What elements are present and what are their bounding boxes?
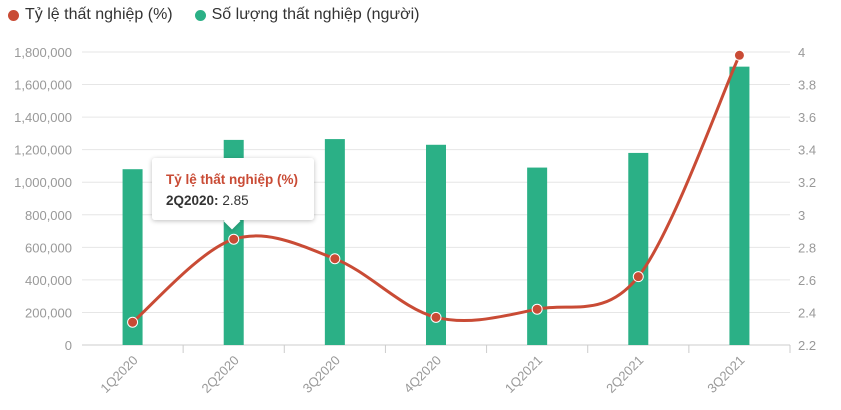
tooltip-line: 2Q2020: 2.85	[166, 193, 249, 208]
y-right-tick-label: 3.8	[798, 78, 816, 93]
bar	[122, 169, 143, 345]
y-left-tick-label: 1,200,000	[14, 143, 72, 158]
x-tick-label: 2Q2021	[603, 353, 646, 396]
y-left-tick-label: 200,000	[25, 305, 72, 320]
y-left-tick-label: 0	[65, 338, 72, 353]
y-right-tick-label: 2.2	[798, 338, 816, 353]
legend-bar-dot-icon	[194, 9, 206, 21]
tooltip-value: 2.85	[222, 193, 249, 208]
bar	[527, 167, 548, 345]
y-left-tick-label: 1,000,000	[14, 175, 72, 190]
x-tick-label: 3Q2020	[300, 353, 343, 396]
bar	[729, 66, 750, 346]
x-tick-label: 2Q2020	[199, 353, 242, 396]
bar	[324, 139, 345, 345]
tooltip: Tỷ lệ thất nghiệp (%) 2Q2020: 2.85	[152, 158, 314, 230]
line-point	[430, 311, 442, 323]
line-point	[228, 233, 240, 245]
x-tick-label: 3Q2021	[704, 353, 747, 396]
bar	[628, 152, 649, 345]
line-point	[632, 271, 644, 283]
line-point	[531, 303, 543, 315]
y-left-tick-label: 800,000	[25, 208, 72, 223]
tooltip-category: 2Q2020:	[166, 193, 219, 208]
x-tick-label: 1Q2021	[502, 353, 545, 396]
x-tick-label: 1Q2020	[97, 353, 140, 396]
legend-bar-label: Số lượng thất nghiệp (người)	[211, 6, 420, 23]
line-point	[329, 253, 341, 265]
y-left-tick-label: 1,400,000	[14, 110, 72, 125]
y-right-tick-label: 3.4	[798, 143, 816, 158]
y-left-tick-label: 1,800,000	[14, 45, 72, 60]
legend-line-label: Tỷ lệ thất nghiệp (%)	[25, 6, 173, 23]
bar	[426, 144, 446, 345]
y-right-tick-label: 3.2	[798, 175, 816, 190]
y-right-tick-label: 2.6	[798, 273, 816, 288]
legend-line-dot-icon	[8, 9, 19, 21]
x-tick-label: 4Q2020	[401, 353, 444, 396]
line-point	[733, 49, 745, 61]
legend: Tỷ lệ thất nghiệp (%) Số lượng thất nghi…	[8, 6, 419, 24]
y-left-tick-label: 400,000	[25, 273, 72, 288]
y-right-tick-label: 4	[798, 45, 805, 60]
y-left-tick-label: 600,000	[25, 240, 72, 255]
tooltip-title: Tỷ lệ thất nghiệp (%)	[166, 172, 299, 187]
line-point	[127, 316, 139, 328]
y-left-tick-label: 1,600,000	[14, 78, 72, 93]
legend-item-bar[interactable]: Số lượng thất nghiệp (người)	[194, 6, 420, 24]
y-right-tick-label: 3	[798, 208, 805, 223]
legend-item-line[interactable]: Tỷ lệ thất nghiệp (%)	[8, 6, 173, 24]
y-right-tick-label: 2.8	[798, 240, 816, 255]
y-right-tick-label: 2.4	[798, 305, 816, 320]
y-right-tick-label: 3.6	[798, 110, 816, 125]
